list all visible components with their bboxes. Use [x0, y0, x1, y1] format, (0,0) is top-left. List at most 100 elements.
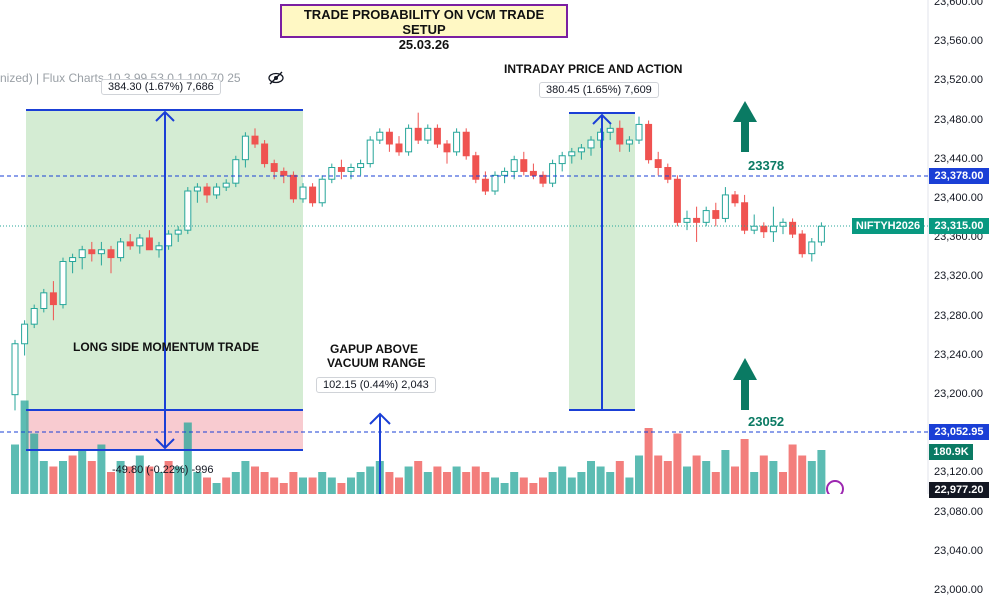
volume-bar: [193, 472, 202, 494]
volume-bar: [318, 472, 327, 494]
candle: [731, 191, 739, 207]
volume-bar: [481, 472, 490, 494]
volume-tag: 180.9K: [929, 444, 973, 460]
volume-bar: [356, 472, 365, 494]
candle: [789, 218, 797, 238]
candle: [817, 222, 825, 246]
measure-long-arrowhead-down: [155, 438, 175, 450]
chart-date: 25.03.26: [398, 37, 450, 52]
candle: [693, 206, 701, 242]
candle: [376, 128, 384, 144]
candle: [280, 167, 288, 184]
measure-intraday-arrowhead: [592, 113, 612, 125]
volume-bar: [615, 461, 624, 494]
volume-bar: [145, 466, 154, 494]
candle: [539, 171, 547, 188]
volume-bar: [327, 477, 336, 494]
price-axis-tick: 23,040.00: [934, 544, 983, 557]
volume-bar: [231, 472, 240, 494]
volume-bar: [702, 461, 711, 494]
volume-bar: [20, 400, 29, 494]
long-side-label: LONG SIDE MOMENTUM TRADE: [73, 340, 259, 354]
volume-bar: [433, 466, 442, 494]
volume-bar: [414, 461, 423, 494]
candlesticks: [11, 112, 825, 411]
price-axis-tick: 23,280.00: [934, 309, 983, 322]
candle: [59, 257, 67, 309]
price-tag-current: 23,315.00: [929, 218, 989, 234]
candle: [213, 183, 221, 199]
volume-bar: [443, 472, 451, 494]
candle: [385, 128, 393, 152]
volume-bar: [423, 472, 432, 494]
price-chart-canvas[interactable]: [0, 0, 992, 494]
symbol-tag: NIFTYH2026: [852, 218, 924, 234]
candle: [529, 163, 537, 180]
volume-bar: [510, 472, 519, 494]
volume-bar: [212, 483, 221, 494]
candle: [97, 241, 105, 266]
volume-bar: [759, 455, 768, 494]
candle: [289, 171, 297, 203]
volume-bar: [673, 433, 682, 494]
volume-bar: [395, 477, 403, 494]
candle: [750, 214, 758, 235]
volume-bar: [107, 472, 115, 494]
candle: [414, 112, 422, 144]
candle: [491, 171, 499, 195]
price-axis-tick: 23,000.00: [934, 584, 983, 596]
price-axis-tick: 23,480.00: [934, 113, 983, 126]
candle: [145, 230, 153, 251]
candle: [433, 124, 441, 148]
candle: [251, 128, 259, 148]
volume-bar: [49, 466, 58, 494]
measure-long-arrowhead-up: [155, 110, 175, 122]
candle: [136, 234, 144, 254]
candle: [107, 245, 115, 274]
volume-bar: [683, 466, 691, 494]
volume-bar: [241, 461, 250, 494]
volume-bar: [558, 466, 567, 494]
candle: [481, 171, 489, 195]
volume-bar: [270, 477, 279, 494]
volume-bar: [529, 483, 538, 494]
volume-bar: [11, 444, 19, 494]
price-axis-tick: 23,200.00: [934, 388, 983, 400]
candle: [597, 128, 605, 148]
volume-bar: [663, 461, 672, 494]
volume-bar: [39, 461, 48, 494]
candle: [222, 179, 230, 191]
volume-bar: [635, 455, 643, 494]
measure-gap-arrowhead: [369, 412, 391, 425]
candle: [309, 183, 317, 207]
volume-bar: [222, 477, 231, 494]
intraday-label: INTRADAY PRICE AND ACTION: [504, 62, 683, 76]
volume-bar: [183, 422, 192, 494]
volume-bar: [155, 472, 163, 494]
volume-bar: [769, 461, 778, 494]
price-axis-tick: 23,080.00: [934, 505, 983, 518]
volume-bar: [567, 477, 576, 494]
volume-bar: [625, 477, 634, 494]
volume-bar: [740, 439, 749, 494]
volume-bar: [87, 461, 96, 494]
eye-hidden-icon[interactable]: [268, 71, 284, 85]
candle: [11, 339, 19, 411]
measure-gap-label: 102.15 (0.44%) 2,043: [316, 377, 436, 393]
candle: [587, 136, 595, 156]
app-logo-icon[interactable]: [826, 480, 844, 494]
volume-bar: [548, 472, 557, 494]
volume-bar: [491, 477, 499, 494]
candle: [395, 136, 403, 156]
volume-bar: [654, 455, 663, 494]
candle: [174, 226, 182, 242]
volume-bar: [279, 483, 288, 494]
candle: [664, 163, 672, 184]
candle: [635, 116, 643, 144]
gapup-label-1: GAPUP ABOVE: [330, 342, 419, 356]
price-tag-upper: 23,378.00: [929, 168, 989, 184]
volume-bar: [731, 466, 739, 494]
volume-bar: [299, 477, 307, 494]
candle: [453, 128, 461, 156]
